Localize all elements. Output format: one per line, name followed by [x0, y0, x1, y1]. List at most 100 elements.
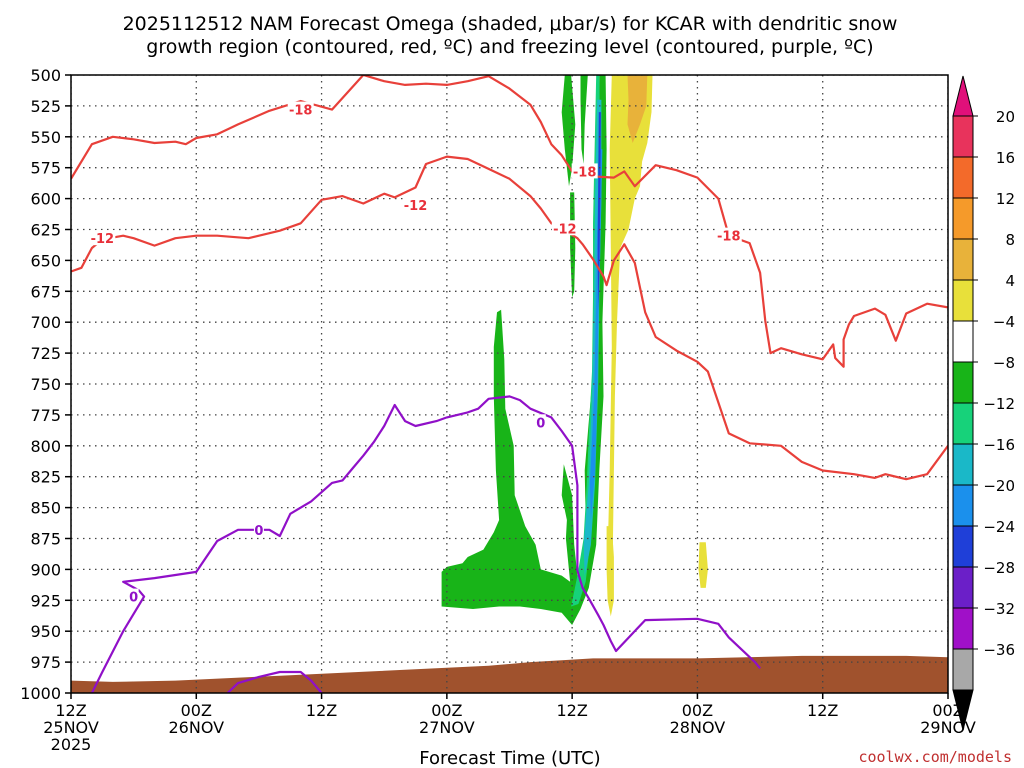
omega-region-0 — [561, 75, 576, 187]
dgz-minus18-contour — [71, 75, 948, 368]
colorbar-segment-9 — [952, 484, 974, 527]
contour-label-5: -18 — [717, 230, 741, 245]
x-tick-label-1: 00Z — [181, 701, 212, 720]
colorbar-label-11: −28 — [983, 559, 1015, 577]
contour-label-6: 0 — [536, 416, 545, 431]
colorbar-label-10: −24 — [983, 518, 1015, 536]
credit-text: coolwx.com/models — [858, 748, 1012, 766]
contour-label-0: -18 — [289, 104, 313, 119]
y-tick-label-15: 875 — [30, 530, 61, 549]
chart-title-line1: 2025112512 NAM Forecast Omega (shaded, μ… — [123, 13, 898, 35]
colorbar-segment-0 — [952, 115, 974, 158]
colorbar-bottom-triangle — [952, 689, 974, 731]
colorbar-segment-1 — [952, 156, 974, 199]
contour-label-1: -12 — [91, 232, 115, 247]
colorbar-segment-2 — [952, 197, 974, 240]
y-tick-label-14: 850 — [30, 499, 61, 518]
contour-label-8: 0 — [129, 591, 138, 606]
colorbar-label-7: −12 — [983, 395, 1015, 413]
x-tick-date-0: 25NOV — [43, 718, 99, 737]
y-tick-label-7: 675 — [30, 282, 61, 301]
y-tick-label-5: 625 — [30, 221, 61, 240]
y-tick-label-11: 775 — [30, 406, 61, 425]
y-axis: 500 525 550 575 600 625 650 675 700 725 750 775 800 8… — [20, 66, 71, 703]
x-tick-label-7: 00Z — [932, 701, 963, 720]
contour-label-bg-5 — [715, 227, 742, 243]
freezing-level-contour-low — [226, 670, 323, 693]
x-tick-label-5: 00Z — [682, 701, 713, 720]
y-tick-label-18: 950 — [30, 622, 61, 641]
y-tick-label-8: 700 — [30, 313, 61, 332]
contour-label-bg-6 — [535, 414, 546, 430]
x-tick-label-2: 12Z — [306, 701, 337, 720]
x-tick-label-6: 12Z — [807, 701, 838, 720]
colorbar-segment-10 — [952, 525, 974, 568]
x-tick-date-5: 28NOV — [670, 718, 726, 737]
colorbar-label-13: −36 — [983, 641, 1015, 659]
colorbar-segment-3 — [952, 238, 974, 281]
omega-region-3 — [441, 75, 607, 625]
colorbar-label-0: 20 — [996, 108, 1015, 126]
y-tick-label-16: 900 — [30, 560, 61, 579]
contour-label-2: -12 — [404, 199, 428, 214]
contour-label-bg-4 — [571, 163, 598, 179]
x-tick-label-0: 12Z — [55, 701, 86, 720]
y-tick-label-9: 725 — [30, 344, 61, 363]
omega-region-10 — [606, 526, 614, 617]
colorbar-segment-6 — [952, 361, 974, 404]
y-tick-label-4: 600 — [30, 190, 61, 209]
dgz-minus12-contour — [71, 155, 948, 481]
contour-label-bg-8 — [128, 588, 139, 604]
y-tick-label-0: 500 — [30, 66, 61, 85]
y-tick-label-6: 650 — [30, 251, 61, 270]
colorbar-label-2: 12 — [996, 190, 1015, 208]
y-tick-label-2: 550 — [30, 128, 61, 147]
colorbar-label-9: −20 — [983, 477, 1015, 495]
y-tick-label-17: 925 — [30, 591, 61, 610]
contour-label-bg-2 — [402, 196, 429, 212]
x-tick-date-1: 26NOV — [168, 718, 224, 737]
colorbar-segment-7 — [952, 402, 974, 445]
omega-region-9 — [627, 75, 648, 143]
freezing-level-contour — [90, 395, 761, 693]
contour-label-bg-0 — [287, 101, 314, 117]
contour-label-3: -12 — [553, 222, 577, 237]
contour-label-4: -18 — [573, 165, 597, 180]
x-axis-label: Forecast Time (UTC) — [419, 748, 600, 768]
omega-region-5 — [583, 99, 602, 576]
colorbar: 20 16 12 8 4 −4 −8 −12 −16 −20 −24 −28 −32 −36 — [952, 75, 1015, 731]
y-tick-label-13: 825 — [30, 468, 61, 487]
colorbar-label-6: −8 — [993, 354, 1015, 372]
x-tick-label-3: 00Z — [431, 701, 462, 720]
colorbar-segment-11 — [952, 566, 974, 609]
contour-label-bg-7 — [253, 521, 264, 537]
colorbar-segment-13 — [952, 648, 974, 691]
y-tick-label-12: 800 — [30, 437, 61, 456]
x-tick-year-0: 2025 — [51, 735, 92, 754]
omega-region-11 — [698, 542, 708, 588]
y-tick-label-20: 1000 — [20, 684, 61, 703]
plot-inner: -18 -12 -12 -12 -18 -18 0 0 0 — [71, 75, 948, 693]
colorbar-segment-12 — [952, 607, 974, 650]
x-tick-date-3: 27NOV — [419, 718, 475, 737]
x-tick-date-7: 29NOV — [920, 718, 976, 737]
y-tick-label-3: 575 — [30, 159, 61, 178]
x-tick-label-4: 12Z — [556, 701, 587, 720]
colorbar-top-triangle — [952, 75, 974, 117]
colorbar-label-8: −16 — [983, 436, 1015, 454]
colorbar-segment-4 — [952, 279, 974, 322]
y-tick-label-1: 525 — [30, 97, 61, 116]
omega-region-2 — [570, 192, 576, 298]
plot-area: -18 -12 -12 -12 -18 -18 0 0 0 — [70, 74, 949, 694]
colorbar-label-12: −32 — [983, 600, 1015, 618]
colorbar-segment-8 — [952, 443, 974, 486]
colorbar-segment-5 — [952, 320, 974, 363]
terrain-surface — [71, 655, 948, 693]
chart-title-line2: growth region (contoured, red, ºC) and f… — [146, 36, 873, 58]
contour-label-bg-3 — [551, 220, 578, 236]
colorbar-label-1: 16 — [996, 149, 1015, 167]
omega-region-1 — [580, 75, 588, 164]
y-tick-label-10: 750 — [30, 375, 61, 394]
